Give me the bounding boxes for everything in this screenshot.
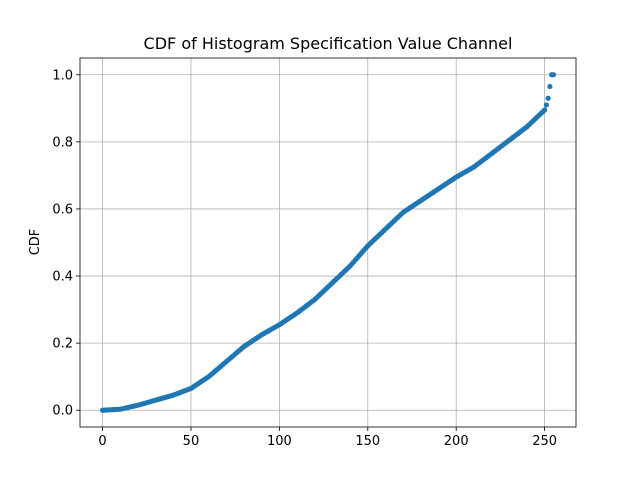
data-point [543, 102, 549, 108]
x-tick-label: 100 [267, 434, 292, 449]
x-tick-label: 50 [183, 434, 200, 449]
data-point [542, 107, 548, 113]
data-point [550, 72, 557, 78]
plot-frame [79, 57, 577, 428]
y-tick-label: 0.6 [52, 202, 73, 217]
y-tick-label: 0.0 [52, 404, 73, 419]
axis-ticks: 0 50 100 150 200 250 0.0 0.2 0.4 0.6 0.8 1.0 [52, 68, 557, 449]
chart-title: CDF of Histogram Specification Value Cha… [144, 34, 513, 53]
data-point [547, 83, 553, 90]
data-points [99, 72, 557, 413]
y-axis-label: CDF [28, 229, 43, 256]
y-tick-label: 0.8 [52, 135, 73, 150]
y-tick-label: 0.2 [52, 337, 73, 352]
y-tick-label: 1.0 [52, 68, 73, 83]
y-tick-label: 0.4 [52, 270, 73, 285]
data-point [545, 95, 551, 101]
x-tick-label: 200 [444, 434, 469, 449]
x-tick-label: 0 [98, 434, 106, 449]
x-tick-label: 250 [532, 434, 557, 449]
grid-lines [80, 58, 576, 427]
x-tick-label: 150 [355, 434, 380, 449]
